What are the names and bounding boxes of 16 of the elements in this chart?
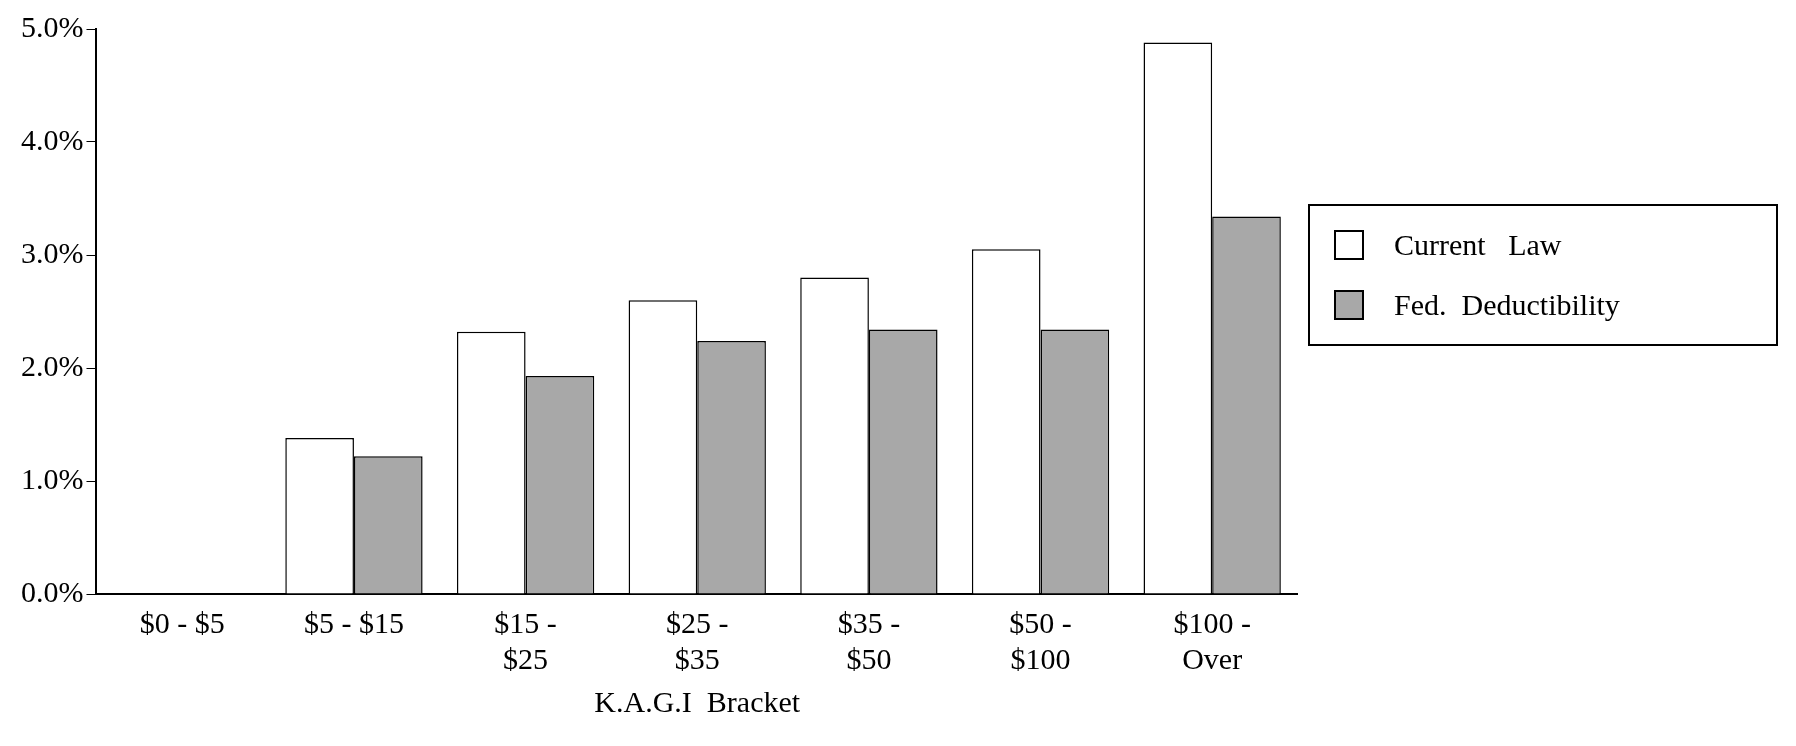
x-tick-label: $0 - $5 <box>139 605 225 639</box>
y-tick-label: 4.0% <box>20 122 84 156</box>
y-tick-label: 1.0% <box>20 461 84 495</box>
x-axis-title: K.A.G.I Bracket <box>594 684 801 718</box>
text: Current Law <box>1394 228 1562 262</box>
x-tick-label: $50 - $100 <box>1009 605 1072 675</box>
x-tick-label: $15 - $25 <box>494 605 557 675</box>
y-tick-label: 0.0% <box>20 574 84 608</box>
y-tick-label: 3.0% <box>20 235 84 269</box>
x-tick-label: $35 - $50 <box>837 605 901 675</box>
x-tick-label: $25 - $35 <box>666 605 729 675</box>
legend-label: Fed. Deductibility <box>1394 288 1620 322</box>
x-tick-label: $5 - $15 <box>303 605 404 639</box>
y-tick-label: 2.0% <box>20 348 84 382</box>
y-tick-label: 5.0% <box>20 9 84 43</box>
x-tick-label: $100 - Over <box>1173 605 1251 675</box>
